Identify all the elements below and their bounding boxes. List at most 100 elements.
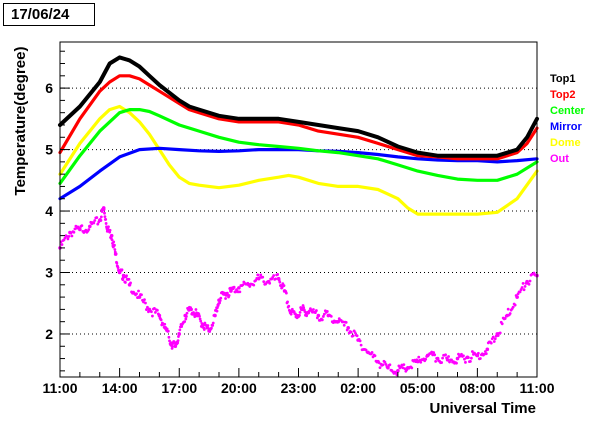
scatter-fill-out xyxy=(491,335,495,339)
scatter-fill-out xyxy=(188,308,192,312)
scatter-fill-out xyxy=(345,328,349,332)
scatter-fill-out xyxy=(424,357,428,361)
scatter-fill-out xyxy=(202,328,206,331)
scatter-fill-out xyxy=(364,348,368,352)
scatter-fill-out xyxy=(137,289,140,293)
scatter-fill-out xyxy=(496,334,500,337)
scatter-fill-out xyxy=(238,290,242,294)
scatter-fill-out xyxy=(171,345,174,348)
scatter-fill-out xyxy=(284,291,288,295)
scatter-fill-out xyxy=(381,363,385,367)
scatter-fill-out xyxy=(431,353,435,357)
scatter-fill-out xyxy=(194,308,198,311)
scatter-fill-out xyxy=(215,309,219,313)
scatter-fill-out xyxy=(159,318,163,322)
scatter-fill-out xyxy=(476,351,480,355)
scatter-fill-out xyxy=(349,330,353,334)
scatter-fill-out xyxy=(206,324,210,327)
scatter-fill-out xyxy=(189,306,192,310)
scatter-fill-out xyxy=(445,356,448,360)
scatter-fill-out xyxy=(87,228,91,231)
scatter-fill-out xyxy=(213,313,216,317)
scatter-fill-out xyxy=(150,310,153,314)
scatter-fill-out xyxy=(256,273,260,277)
scatter-fill-out xyxy=(417,355,421,359)
scatter-fill-out xyxy=(66,237,70,241)
scatter-fill-out xyxy=(224,297,227,300)
plot-frame xyxy=(59,41,538,378)
x-tick-label: 23:00 xyxy=(281,380,317,396)
scatter-fill-out xyxy=(116,266,120,270)
scatter-fill-out xyxy=(114,252,118,256)
scatter-fill-out xyxy=(93,219,97,222)
scatter-fill-out xyxy=(474,353,478,357)
scatter-fill-out xyxy=(520,286,524,289)
scatter-fill-out xyxy=(298,311,302,314)
y-tick-label: 2 xyxy=(45,326,53,342)
scatter-fill-out xyxy=(455,361,458,365)
series-group xyxy=(58,55,539,377)
scatter-fill-out xyxy=(342,323,346,327)
scatter-fill-out xyxy=(489,341,493,345)
scatter-fill-out xyxy=(410,366,414,370)
scatter-fill-out xyxy=(478,357,482,360)
scatter-fill-out xyxy=(432,351,436,354)
scatter-fill-out xyxy=(136,296,139,299)
axis-ticks: 2 3 4 5 6 11:00 14:00 17:00 20:00 23:00 02:00 05:00… xyxy=(42,50,555,396)
scatter-fill-out xyxy=(107,225,110,229)
scatter-fill-out xyxy=(252,283,256,287)
scatter-fill-out xyxy=(274,277,278,281)
scatter-fill-out xyxy=(522,288,526,292)
scatter-fill-out xyxy=(463,357,466,361)
scatter-fill-out xyxy=(378,366,382,370)
scatter-fill-out xyxy=(385,365,389,369)
scatter-fill-out xyxy=(167,335,171,339)
legend-label-top1: Top1 xyxy=(550,73,575,85)
series-line-top1 xyxy=(58,55,539,158)
scatter-fill-out xyxy=(178,328,182,332)
scatter-fill-out xyxy=(511,305,515,309)
scatter-fill-out xyxy=(335,320,339,324)
scatter-fill-out xyxy=(450,358,453,362)
scatter-fill-out xyxy=(373,354,377,358)
scatter-fill-out xyxy=(143,298,146,302)
scatter-fill-out xyxy=(492,340,496,343)
scatter-fill-out xyxy=(388,363,392,367)
scatter-fill-out xyxy=(523,284,527,288)
scatter-fill-out xyxy=(276,273,280,276)
scatter-fill-out xyxy=(293,312,297,316)
scatter-fill-out xyxy=(184,317,188,321)
scatter-fill-out xyxy=(69,231,73,235)
scatter-fill-out xyxy=(344,320,348,324)
scatter-fill-out xyxy=(500,322,504,326)
scatter-fill-out xyxy=(289,312,293,316)
scatter-fill-out xyxy=(259,273,263,277)
scatter-fill-out xyxy=(108,228,112,232)
scatter-fill-out xyxy=(272,274,276,277)
scatter-fill-out xyxy=(384,363,388,366)
scatter-fill-out xyxy=(370,351,374,354)
scatter-fill-out xyxy=(329,314,333,318)
scatter-fill-out xyxy=(99,219,103,222)
y-tick-label: 6 xyxy=(45,80,53,96)
series-out xyxy=(58,206,539,377)
legend-label-top2: Top2 xyxy=(550,89,575,101)
scatter-fill-out xyxy=(383,360,387,364)
scatter-fill-out xyxy=(70,234,74,238)
scatter-fill-out xyxy=(311,310,314,314)
scatter-fill-out xyxy=(506,307,510,311)
scatter-fill-out xyxy=(460,352,463,356)
scatter-fill-out xyxy=(103,215,107,219)
scatter-fill-out xyxy=(425,355,429,358)
point-out xyxy=(485,347,490,352)
scatter-fill-out xyxy=(72,230,76,234)
scatter-fill-out xyxy=(358,339,362,343)
scatter-fill-out xyxy=(67,234,71,238)
y-tick-label: 4 xyxy=(45,203,53,219)
scatter-fill-out xyxy=(282,284,286,288)
scatter-fill-out xyxy=(280,286,284,289)
scatter-fill-out xyxy=(102,208,106,211)
legend-label-center: Center xyxy=(550,105,586,117)
scatter-fill-out xyxy=(441,356,444,360)
